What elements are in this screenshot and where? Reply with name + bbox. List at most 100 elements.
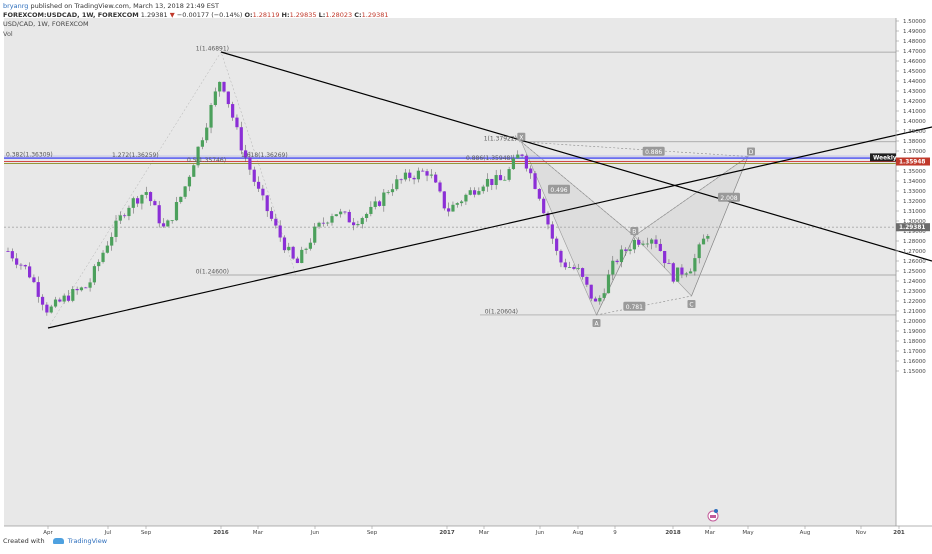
fib-level-label: 0(1.24600): [196, 269, 229, 276]
x-tick-label: Sep: [367, 530, 378, 536]
y-tick-label: 1.30000: [903, 219, 926, 225]
candle-body: [265, 195, 269, 212]
publisher-badge-icon: [707, 509, 719, 522]
candle-body: [550, 224, 554, 239]
fib-level-label: 1(1.46891): [196, 46, 229, 53]
candle-body: [352, 222, 356, 226]
candle-body: [45, 304, 49, 313]
ratio-label: 0.886: [645, 149, 662, 156]
candle-body: [598, 297, 602, 302]
close-label: C:: [354, 11, 362, 19]
x-tick-label: 9: [613, 530, 617, 536]
ratio-label: 0.496: [550, 187, 567, 194]
ratio-label: 0.781: [626, 304, 643, 311]
candle-body: [421, 170, 425, 172]
candle-body: [282, 237, 287, 251]
x-tick-label: Mar: [705, 530, 716, 536]
pattern-leg: [691, 156, 749, 297]
fib-level-label: 1.618(1.36269): [241, 152, 288, 159]
candle-body: [654, 239, 658, 244]
candle-body: [235, 117, 239, 128]
y-tick-label: 1.41000: [903, 109, 926, 115]
candle-body: [334, 214, 338, 217]
candle-body: [641, 243, 645, 245]
ratio-label: 2.008: [720, 195, 737, 202]
candle-body: [542, 198, 546, 214]
candle-body: [174, 202, 179, 221]
tradingview-link[interactable]: TradingView: [67, 537, 108, 545]
tradingview-logo-icon: [52, 538, 64, 544]
candle-body: [537, 188, 541, 199]
candle-body: [114, 220, 118, 237]
candle-body: [200, 140, 204, 147]
x-tick-label: Aug: [800, 530, 811, 536]
y-tick-label: 1.17000: [903, 349, 926, 355]
candle-body: [663, 251, 667, 264]
candle-body: [347, 211, 351, 223]
fib-level-label: 0(1.20604): [485, 308, 518, 315]
candle-body: [386, 192, 390, 193]
created-with-text: Created with: [3, 537, 45, 545]
y-axis[interactable]: 1.50000 1.49000 1.48000 1.47000 1.46000 1.450…: [896, 19, 926, 375]
candle-body: [313, 226, 317, 243]
y-tick-label: 1.35000: [903, 169, 926, 175]
pattern-point-label: B: [632, 229, 636, 236]
candle-body: [127, 207, 131, 217]
candle-body: [472, 190, 477, 195]
y-tick-label: 1.22000: [903, 299, 926, 305]
candle-body: [88, 282, 92, 288]
candle-body: [148, 192, 153, 202]
x-tick-label: Mar: [253, 530, 264, 536]
candle-body: [295, 258, 300, 264]
candle-body: [179, 196, 183, 203]
fib-level-layer: [4, 51, 896, 316]
y-tick-label: 1.34000: [903, 179, 926, 185]
last-price-tag-box: [896, 223, 930, 232]
candle-body: [157, 205, 161, 224]
pattern-point-box: [517, 132, 526, 141]
pattern-point-label: A: [594, 321, 599, 328]
x-axis[interactable]: Apr Jul Sep 2016 Mar Jun Sep 2017 Mar Jun Aug 9 2018…: [43, 526, 905, 536]
level-price-tag: 1.35948: [899, 160, 925, 166]
y-tick-label: 1.43000: [903, 89, 926, 95]
candle-body: [395, 179, 399, 190]
y-tick-label: 1.18000: [903, 339, 926, 345]
candle-body: [559, 250, 563, 263]
ratio-label-box: [642, 146, 665, 156]
pattern-point-label: D: [749, 149, 754, 156]
last-price-tag: 1.29381: [899, 225, 925, 231]
pattern-leg: [634, 156, 749, 237]
candle-body: [291, 246, 295, 259]
candle-body: [300, 249, 304, 264]
x-tick-label: Sep: [141, 530, 152, 536]
candle-body: [688, 271, 693, 274]
y-tick-label: 1.45000: [903, 69, 926, 75]
candle-body: [97, 261, 101, 267]
fib-level-label: 0.5(1.35746): [187, 157, 226, 164]
candle-body: [403, 172, 408, 180]
plot-area[interactable]: [4, 18, 896, 526]
candle-body: [218, 81, 222, 92]
candle-body: [28, 266, 32, 278]
candle-body: [71, 288, 75, 301]
candle-body: [66, 295, 71, 301]
candle-body: [136, 198, 140, 204]
candle-body: [572, 267, 576, 269]
y-tick-label: 1.25000: [903, 269, 926, 275]
candle-body: [408, 172, 412, 178]
fib-level-label: 0.886(1.35948): [466, 155, 513, 162]
candle-body: [252, 169, 256, 182]
candle-body: [356, 224, 360, 226]
candle-body: [585, 276, 589, 285]
y-tick-label: 1.32000: [903, 199, 926, 205]
candle-body: [481, 186, 485, 192]
candle-body: [373, 201, 377, 207]
trendline-layer: [47, 51, 932, 329]
candle-body: [304, 248, 308, 250]
candle-body: [477, 191, 481, 195]
candle-body: [287, 246, 291, 251]
candle-body: [632, 239, 636, 250]
author-link[interactable]: bryanrg: [3, 2, 29, 10]
volume-label[interactable]: Vol: [3, 30, 13, 38]
